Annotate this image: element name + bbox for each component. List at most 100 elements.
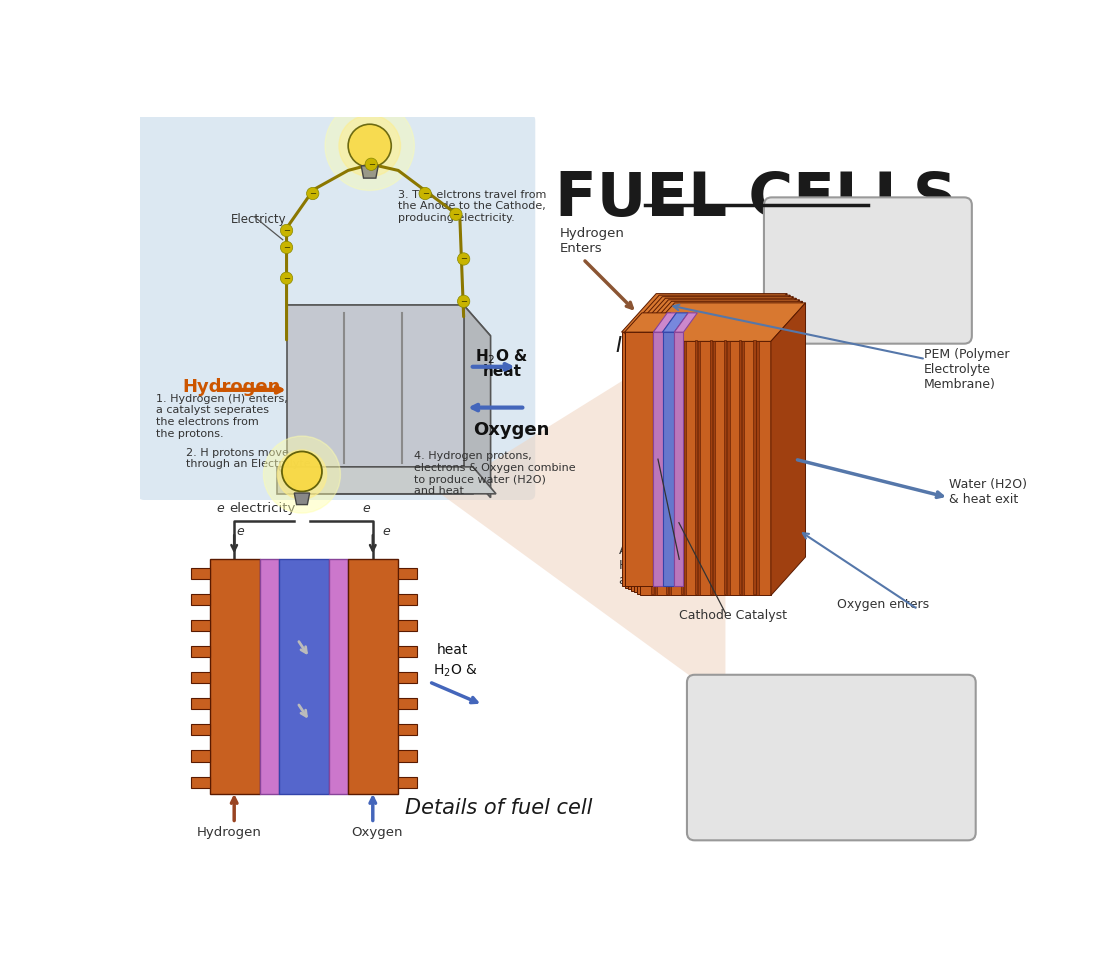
- Bar: [727, 342, 729, 595]
- Text: −: −: [283, 274, 290, 283]
- Bar: [754, 340, 756, 594]
- Text: PEM (Polymer
Electrolyte
Membrane): PEM (Polymer Electrolyte Membrane): [924, 348, 1010, 390]
- Circle shape: [280, 224, 293, 237]
- Bar: [398, 594, 417, 605]
- Bar: [398, 698, 417, 709]
- Bar: [701, 335, 703, 589]
- Bar: [662, 332, 674, 586]
- Polygon shape: [653, 313, 676, 332]
- Bar: [634, 338, 764, 592]
- Text: e: e: [334, 588, 342, 601]
- Bar: [704, 337, 706, 590]
- Polygon shape: [361, 166, 378, 178]
- Text: H: H: [230, 581, 239, 594]
- Polygon shape: [674, 313, 697, 332]
- Text: −: −: [452, 210, 460, 218]
- Polygon shape: [771, 303, 805, 595]
- Bar: [733, 337, 735, 590]
- Text: −: −: [283, 243, 290, 251]
- Text: e: e: [217, 502, 224, 515]
- Text: e: e: [334, 628, 342, 641]
- Polygon shape: [621, 293, 788, 332]
- Bar: [694, 332, 696, 586]
- Text: O: O: [368, 647, 377, 659]
- Polygon shape: [625, 313, 671, 332]
- Bar: [692, 338, 694, 592]
- Bar: [713, 342, 715, 595]
- Bar: [639, 334, 641, 587]
- Bar: [715, 335, 717, 589]
- Bar: [663, 338, 666, 592]
- Text: heat: heat: [483, 364, 521, 380]
- Bar: [260, 559, 278, 794]
- Polygon shape: [759, 297, 793, 589]
- Bar: [695, 340, 697, 594]
- Bar: [668, 334, 671, 587]
- Text: Electricty: Electricty: [231, 213, 287, 226]
- Bar: [398, 568, 417, 579]
- Text: −: −: [460, 297, 467, 306]
- Text: Inside a Fuel Cell: Inside a Fuel Cell: [616, 336, 793, 356]
- Circle shape: [326, 101, 415, 190]
- Bar: [706, 338, 708, 592]
- Circle shape: [280, 241, 293, 253]
- Bar: [654, 342, 657, 595]
- Bar: [729, 335, 732, 589]
- Bar: [739, 340, 741, 594]
- Polygon shape: [295, 493, 310, 505]
- Bar: [750, 338, 752, 592]
- Text: −: −: [309, 189, 316, 198]
- Bar: [628, 335, 759, 589]
- Circle shape: [419, 187, 431, 200]
- Bar: [744, 335, 746, 589]
- Bar: [190, 568, 209, 579]
- Text: −: −: [460, 254, 467, 263]
- FancyBboxPatch shape: [686, 675, 976, 840]
- Bar: [657, 335, 659, 589]
- Bar: [398, 619, 417, 631]
- Bar: [669, 342, 671, 595]
- Text: Portable power generation
Stationary power generation
Power for transportation: Portable power generation Stationary pow…: [714, 714, 905, 756]
- Bar: [722, 338, 724, 592]
- Text: −: −: [421, 189, 429, 198]
- Text: H+: H+: [295, 737, 312, 748]
- Bar: [640, 342, 771, 595]
- Polygon shape: [756, 295, 790, 587]
- Text: H+: H+: [295, 583, 312, 592]
- Text: H: H: [230, 736, 239, 749]
- Bar: [651, 340, 653, 594]
- Text: e: e: [236, 524, 244, 538]
- Bar: [190, 619, 209, 631]
- Bar: [674, 332, 683, 586]
- Text: e: e: [265, 619, 273, 631]
- Bar: [683, 342, 686, 595]
- Text: H: H: [230, 658, 239, 672]
- Text: e: e: [265, 736, 273, 749]
- Text: O: O: [368, 595, 377, 608]
- Polygon shape: [640, 303, 805, 342]
- Circle shape: [458, 252, 470, 265]
- Text: Hydrogen: Hydrogen: [197, 826, 262, 840]
- Bar: [666, 332, 668, 586]
- Text: Anode/Catalyst
H electrons & protons
are seperated.: Anode/Catalyst H electrons & protons are…: [619, 544, 756, 586]
- Text: USES: USES: [714, 690, 762, 708]
- Text: e: e: [383, 524, 390, 538]
- Text: Oxygen: Oxygen: [473, 420, 549, 439]
- Text: e: e: [334, 705, 342, 719]
- Circle shape: [458, 295, 470, 308]
- Bar: [718, 337, 721, 590]
- Text: e: e: [265, 658, 273, 672]
- FancyBboxPatch shape: [138, 115, 536, 500]
- Bar: [630, 337, 761, 590]
- Bar: [757, 342, 759, 595]
- Bar: [650, 332, 653, 586]
- Bar: [190, 594, 209, 605]
- Circle shape: [450, 208, 462, 220]
- Circle shape: [264, 436, 341, 513]
- Text: O: O: [368, 698, 377, 712]
- Bar: [190, 698, 209, 709]
- Bar: [636, 332, 638, 586]
- Polygon shape: [464, 305, 491, 498]
- Text: Details of fuel cell: Details of fuel cell: [405, 798, 592, 818]
- Bar: [724, 332, 726, 586]
